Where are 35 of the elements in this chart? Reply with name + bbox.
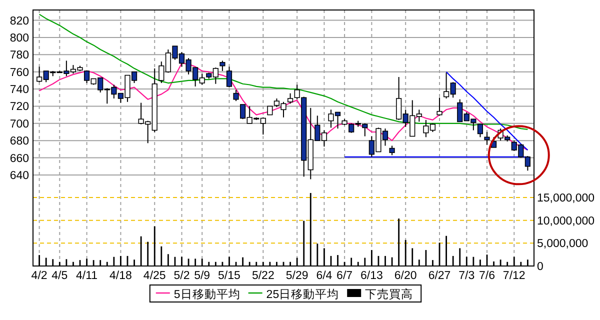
- x-tick-label: 4/25: [143, 270, 166, 282]
- legend-label: 5日移動平均: [174, 288, 240, 301]
- y2-tick-label: 0: [537, 261, 544, 273]
- x-tick-label: 6/4: [316, 270, 333, 282]
- x-tick-label: 5/22: [252, 270, 274, 282]
- x-tick-label: 7/3: [458, 270, 475, 282]
- x-tick-label: 5/29: [286, 270, 308, 282]
- y-tick-label: 740: [10, 84, 29, 96]
- y2-tick-label: 5,000,000: [537, 238, 588, 250]
- y-tick-label: 700: [10, 118, 29, 130]
- x-tick-label: 4/11: [76, 270, 98, 282]
- x-tick-label: 7/6: [478, 270, 495, 282]
- x-tick-label: 7/12: [502, 270, 526, 282]
- y2-tick-label: 10,000,000: [537, 215, 595, 228]
- y-tick-label: 640: [10, 170, 29, 182]
- x-tick-label: 4/5: [52, 270, 68, 282]
- y-tick-label: 800: [10, 32, 29, 44]
- x-tick-label: 6/20: [394, 270, 417, 282]
- x-tick-label: 5/15: [218, 270, 240, 282]
- legend-label: 25日移動平均: [266, 288, 340, 301]
- x-tick-label: 4/2: [31, 270, 48, 282]
- legend-label: 下売買高: [365, 287, 414, 301]
- y-tick-label: 780: [10, 50, 29, 62]
- y2-tick-label: 15,000,000: [537, 192, 595, 205]
- x-tick-label: 4/18: [110, 270, 132, 282]
- y-tick-label: 660: [10, 152, 29, 165]
- y-tick-label: 680: [10, 136, 29, 148]
- x-tick-label: 6/13: [360, 270, 383, 282]
- y-tick-label: 720: [10, 101, 29, 114]
- x-tick-label: 5/2: [174, 270, 190, 282]
- x-tick-label: 6/27: [428, 270, 451, 282]
- x-tick-label: 6/7: [336, 270, 353, 282]
- y-tick-label: 760: [10, 66, 29, 79]
- y-tick-label: 820: [10, 15, 29, 28]
- x-tick-label: 5/9: [194, 270, 210, 282]
